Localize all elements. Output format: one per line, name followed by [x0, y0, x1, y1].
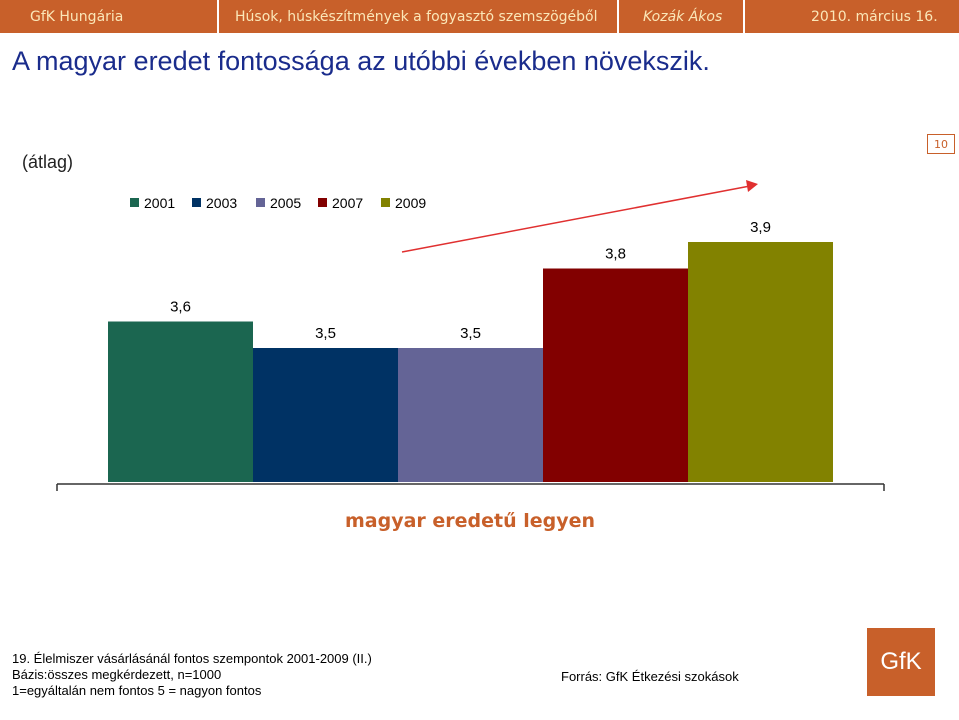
- trend-arrow-head: [746, 180, 758, 192]
- page-number: 10: [927, 134, 955, 154]
- legend-label-2003: 2003: [206, 195, 237, 211]
- legend-label-2007: 2007: [332, 195, 363, 211]
- data-label-2003: 3,5: [315, 325, 336, 342]
- unit-label: (átlag): [22, 152, 74, 172]
- page-title: A magyar eredet fontossága az utóbbi éve…: [12, 46, 710, 76]
- legend-swatch-2003: [192, 198, 201, 207]
- legend-swatch-2005: [256, 198, 265, 207]
- legend-swatch-2001: [130, 198, 139, 207]
- bar-2007: [543, 268, 688, 482]
- legend-label-2001: 2001: [144, 195, 175, 211]
- legend-swatch-2009: [381, 198, 390, 207]
- legend-label-2009: 2009: [395, 195, 426, 211]
- bar-2005: [398, 348, 543, 482]
- bar-2003: [253, 348, 398, 482]
- gfk-logo: GfK: [867, 628, 935, 696]
- legend-label-2005: 2005: [270, 195, 301, 211]
- header-date: 2010. március 16.: [743, 0, 959, 33]
- category-label: magyar eredetű legyen: [345, 510, 595, 532]
- header-bar: GfK Hungária Húsok, húskészítmények a fo…: [0, 0, 959, 33]
- trend-arrow-line: [401, 185, 751, 253]
- data-label-2009: 3,9: [750, 219, 771, 236]
- footnote-scale: 1=egyáltalán nem fontos 5 = nagyon fonto…: [12, 683, 262, 698]
- legend-swatch-2007: [318, 198, 327, 207]
- data-label-2005: 3,5: [460, 325, 481, 342]
- bar-2009: [688, 242, 833, 482]
- header-company: GfK Hungária: [0, 0, 217, 33]
- data-label-2001: 3,6: [170, 299, 191, 316]
- bar-2001: [108, 321, 253, 482]
- footnote-base: Bázis:összes megkérdezett, n=1000: [12, 667, 222, 682]
- header-author: Kozák Ákos: [617, 0, 743, 33]
- header-topic: Húsok, húskészítmények a fogyasztó szems…: [217, 0, 617, 33]
- source-note: Forrás: GfK Étkezési szokások: [561, 669, 739, 684]
- footnote-question: 19. Élelmiszer vásárlásánál fontos szemp…: [12, 651, 372, 666]
- data-label-2007: 3,8: [605, 246, 626, 263]
